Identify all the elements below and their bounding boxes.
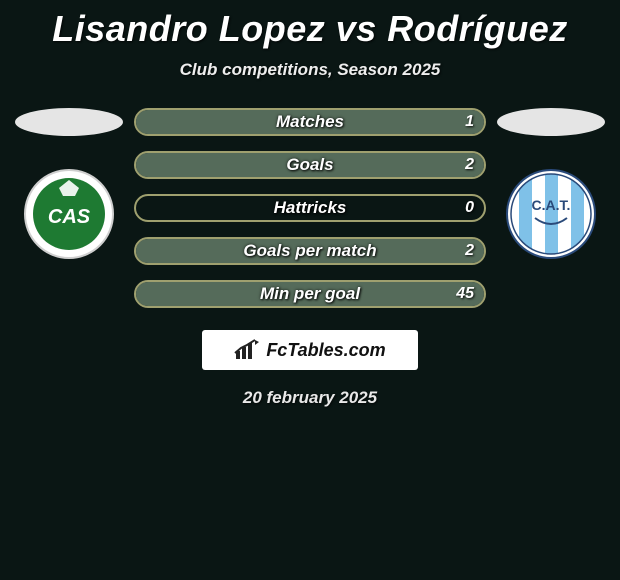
page-title: Lisandro Lopez vs Rodríguez — [0, 8, 620, 50]
right-club-badge: C.A.T. — [505, 168, 597, 260]
left-badge-icon: CAS — [23, 168, 115, 260]
branding-text: FcTables.com — [266, 340, 385, 361]
subtitle: Club competitions, Season 2025 — [0, 60, 620, 80]
chart-icon — [234, 339, 260, 361]
right-flag — [497, 108, 605, 136]
stat-bar: Goals2 — [134, 151, 486, 179]
stat-fill-right — [136, 282, 484, 306]
stat-label: Hattricks — [136, 198, 484, 218]
date-line: 20 february 2025 — [0, 388, 620, 408]
stat-value-right: 0 — [465, 199, 474, 217]
stat-bar: Goals per match2 — [134, 237, 486, 265]
comparison-card: Lisandro Lopez vs Rodríguez Club competi… — [0, 0, 620, 408]
svg-text:CAS: CAS — [48, 206, 91, 228]
stat-fill-right — [136, 239, 484, 263]
stat-fill-right — [136, 153, 484, 177]
branding-box[interactable]: FcTables.com — [202, 330, 418, 370]
svg-text:C.A.T.: C.A.T. — [532, 197, 571, 213]
stat-bar: Min per goal45 — [134, 280, 486, 308]
left-flag — [15, 108, 123, 136]
left-player-column: CAS — [14, 108, 124, 260]
main-row: CAS Matches1 Goals2 Hattricks0 Goals per ma… — [0, 108, 620, 308]
stat-bar: Matches1 — [134, 108, 486, 136]
stat-fill-right — [136, 110, 484, 134]
stat-bar: Hattricks0 — [134, 194, 486, 222]
left-club-badge: CAS — [23, 168, 115, 260]
stats-column: Matches1 Goals2 Hattricks0 Goals per match2… — [134, 108, 486, 308]
right-player-column: C.A.T. — [496, 108, 606, 260]
right-badge-icon: C.A.T. — [505, 168, 597, 260]
